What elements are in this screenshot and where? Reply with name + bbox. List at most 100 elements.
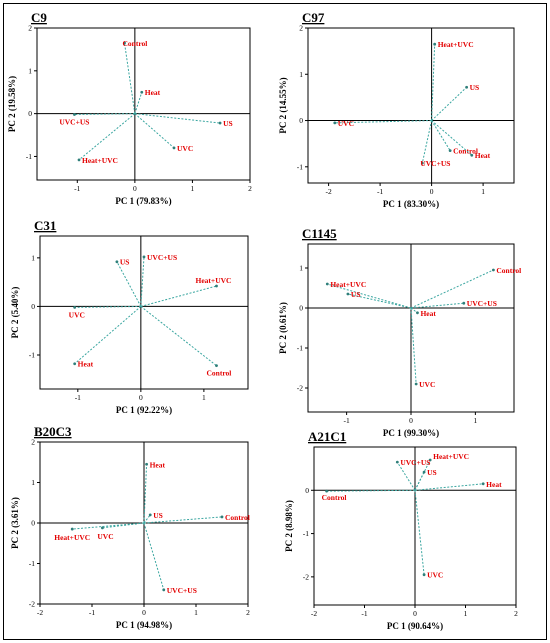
loading-vector xyxy=(410,307,418,314)
point-label: UVC+US xyxy=(167,586,197,595)
loading-vector xyxy=(431,120,473,156)
loading-vector xyxy=(143,522,165,590)
point-label: UVC xyxy=(69,310,85,319)
y-tick-label: -2 xyxy=(297,384,303,393)
loading-vector xyxy=(143,464,148,524)
y-tick-label: 0 xyxy=(31,302,35,311)
point-label: Heat xyxy=(150,460,166,469)
loading-vector xyxy=(74,305,141,308)
data-point xyxy=(481,482,485,486)
loading-vector xyxy=(74,113,135,115)
loading-vector xyxy=(134,113,221,124)
data-point xyxy=(162,588,166,592)
y-tick-label: 2 xyxy=(299,24,303,33)
point-label: UVC xyxy=(427,571,443,580)
x-axis-label: PC 1 (83.30%) xyxy=(383,199,439,209)
y-tick-label: -1 xyxy=(303,529,309,538)
data-point xyxy=(433,42,437,46)
x-axis-label: PC 1 (94.98%) xyxy=(116,620,172,630)
chart-panel-c9: -1 0 1 2 -1 0 1 2 Control Heat UVC+US US UVC Heat+UVC… xyxy=(7,10,252,206)
data-point xyxy=(470,153,474,157)
data-point xyxy=(172,146,176,150)
loading-vector xyxy=(78,113,136,161)
x-tick-label: 0 xyxy=(139,393,143,402)
x-tick-label: 1 xyxy=(481,187,485,196)
point-label: UVC xyxy=(177,144,193,153)
y-tick-label: -1 xyxy=(29,351,35,360)
y-axis-label: PC 2 (8.98%) xyxy=(284,500,294,552)
x-tick-label: -1 xyxy=(74,184,80,193)
x-axis-label: PC 1 (90.64%) xyxy=(387,621,443,631)
x-tick-label: -1 xyxy=(344,416,350,425)
point-label: UVC+US xyxy=(467,299,497,308)
point-label: Heat xyxy=(475,151,491,160)
point-label: US xyxy=(427,468,437,477)
data-point xyxy=(220,515,224,519)
loading-vector xyxy=(414,490,425,575)
data-point xyxy=(346,292,350,296)
point-label: US xyxy=(470,83,480,92)
panel-title: B20C3 xyxy=(34,424,72,439)
x-tick-label: -1 xyxy=(89,608,95,617)
point-label: Control xyxy=(453,147,478,156)
point-label: Heat xyxy=(78,360,94,369)
data-point xyxy=(416,311,419,315)
data-point xyxy=(77,158,81,162)
data-point xyxy=(395,460,399,464)
point-label: UVC+US xyxy=(59,117,89,126)
plot-area-border xyxy=(39,235,249,390)
x-tick-label: 1 xyxy=(191,184,195,193)
point-label: Control xyxy=(123,39,148,48)
loading-vector xyxy=(396,461,416,491)
data-point xyxy=(325,489,329,493)
data-point xyxy=(420,161,424,165)
x-tick-label: 1 xyxy=(202,393,206,402)
chart-panel-b20c3: -2 -1 0 1 2 -2 -1 0 1 2 Heat US Control Heat+UVC UVC UV… xyxy=(10,424,250,630)
loading-vector xyxy=(431,120,451,151)
x-tick-label: 2 xyxy=(248,184,252,193)
point-label: UVC+US xyxy=(400,458,430,467)
data-point xyxy=(140,90,144,94)
point-label: US xyxy=(351,290,361,299)
loading-vector xyxy=(431,44,436,121)
point-label: Heat+UVC xyxy=(433,452,469,461)
y-tick-label: 0 xyxy=(305,486,309,495)
y-tick-label: -2 xyxy=(303,572,309,581)
y-tick-label: 1 xyxy=(28,66,32,75)
y-tick-label: -1 xyxy=(297,162,303,171)
y-tick-label: 2 xyxy=(31,438,35,447)
point-label: Heat+UVC xyxy=(330,280,366,289)
loading-vector xyxy=(134,92,143,114)
x-tick-label: 1 xyxy=(474,416,478,425)
panel-title: C1145 xyxy=(302,226,337,241)
data-point xyxy=(73,306,77,309)
x-tick-label: 0 xyxy=(430,187,434,196)
data-point xyxy=(70,527,74,531)
point-label: Heat+UVC xyxy=(82,156,118,165)
loading-vector xyxy=(414,483,484,491)
x-tick-label: -1 xyxy=(377,187,383,196)
loading-vector xyxy=(140,256,145,307)
y-axis-label: PC 2 (19.58%) xyxy=(7,76,17,132)
y-axis-label: PC 2 (5.40%) xyxy=(10,287,20,339)
x-tick-label: -2 xyxy=(37,608,43,617)
y-tick-label: 0 xyxy=(299,116,303,125)
loading-vector xyxy=(410,302,464,309)
point-label: UVC xyxy=(419,380,435,389)
y-axis-label: PC 2 (3.61%) xyxy=(10,497,20,549)
data-point xyxy=(325,282,329,286)
data-point xyxy=(492,268,495,272)
data-point xyxy=(448,149,452,153)
point-label: US xyxy=(120,258,130,267)
loading-vector xyxy=(326,489,416,492)
loading-vector xyxy=(72,522,145,530)
x-tick-label: -1 xyxy=(361,609,367,618)
point-label: US xyxy=(223,119,233,128)
x-tick-label: 0 xyxy=(413,609,417,618)
y-tick-label: 1 xyxy=(299,264,303,273)
y-tick-label: 0 xyxy=(299,304,303,313)
y-tick-label: 0 xyxy=(31,519,35,528)
loading-vector xyxy=(143,514,151,524)
